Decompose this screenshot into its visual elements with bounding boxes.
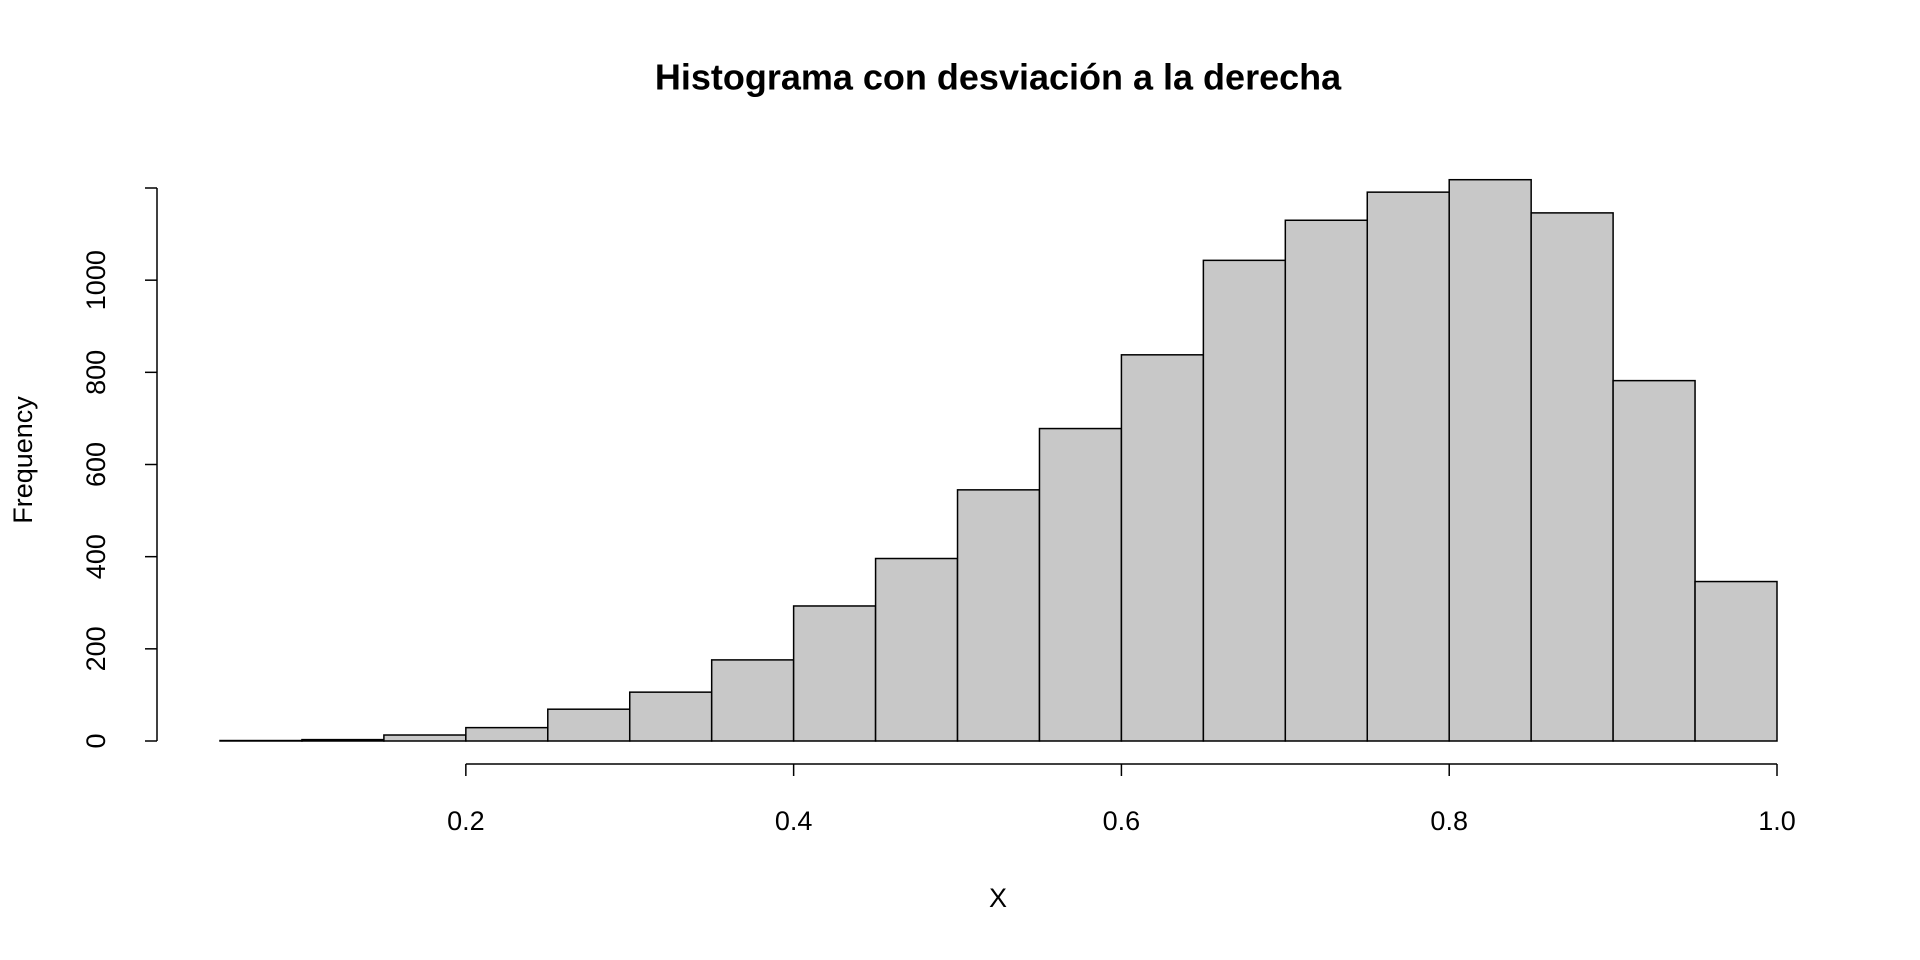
y-axis-label: Frequency <box>8 396 38 524</box>
y-tick-label: 800 <box>81 350 111 395</box>
y-tick-label: 600 <box>81 442 111 487</box>
x-axis-label: X <box>989 883 1007 913</box>
bar <box>956 489 1041 742</box>
y-tick-label: 200 <box>81 626 111 671</box>
x-tick-label: 0.4 <box>775 806 813 836</box>
bar <box>1530 212 1614 742</box>
bar <box>465 726 549 742</box>
bar <box>1366 191 1450 742</box>
x-tick-label: 1.0 <box>1758 806 1796 836</box>
x-tick-label: 0.8 <box>1430 806 1468 836</box>
bar <box>710 659 795 742</box>
bar <box>1694 580 1778 742</box>
bar <box>792 605 877 742</box>
y-tick-label: 400 <box>81 534 111 579</box>
bar <box>1120 354 1205 742</box>
y-tick-label: 0 <box>81 733 111 748</box>
bar <box>1202 259 1287 742</box>
bar <box>628 691 713 742</box>
chart-title: Histograma con desviación a la derecha <box>655 57 1342 98</box>
bar <box>547 708 631 742</box>
x-tick-label: 0.2 <box>447 806 485 836</box>
bar <box>383 734 467 742</box>
bar <box>874 557 959 742</box>
x-tick-label: 0.6 <box>1103 806 1141 836</box>
bar <box>1038 427 1123 742</box>
bar <box>1284 219 1369 742</box>
y-tick-label: 1000 <box>81 250 111 310</box>
bar <box>1612 379 1696 742</box>
bar <box>1448 178 1532 742</box>
bar <box>301 738 385 742</box>
